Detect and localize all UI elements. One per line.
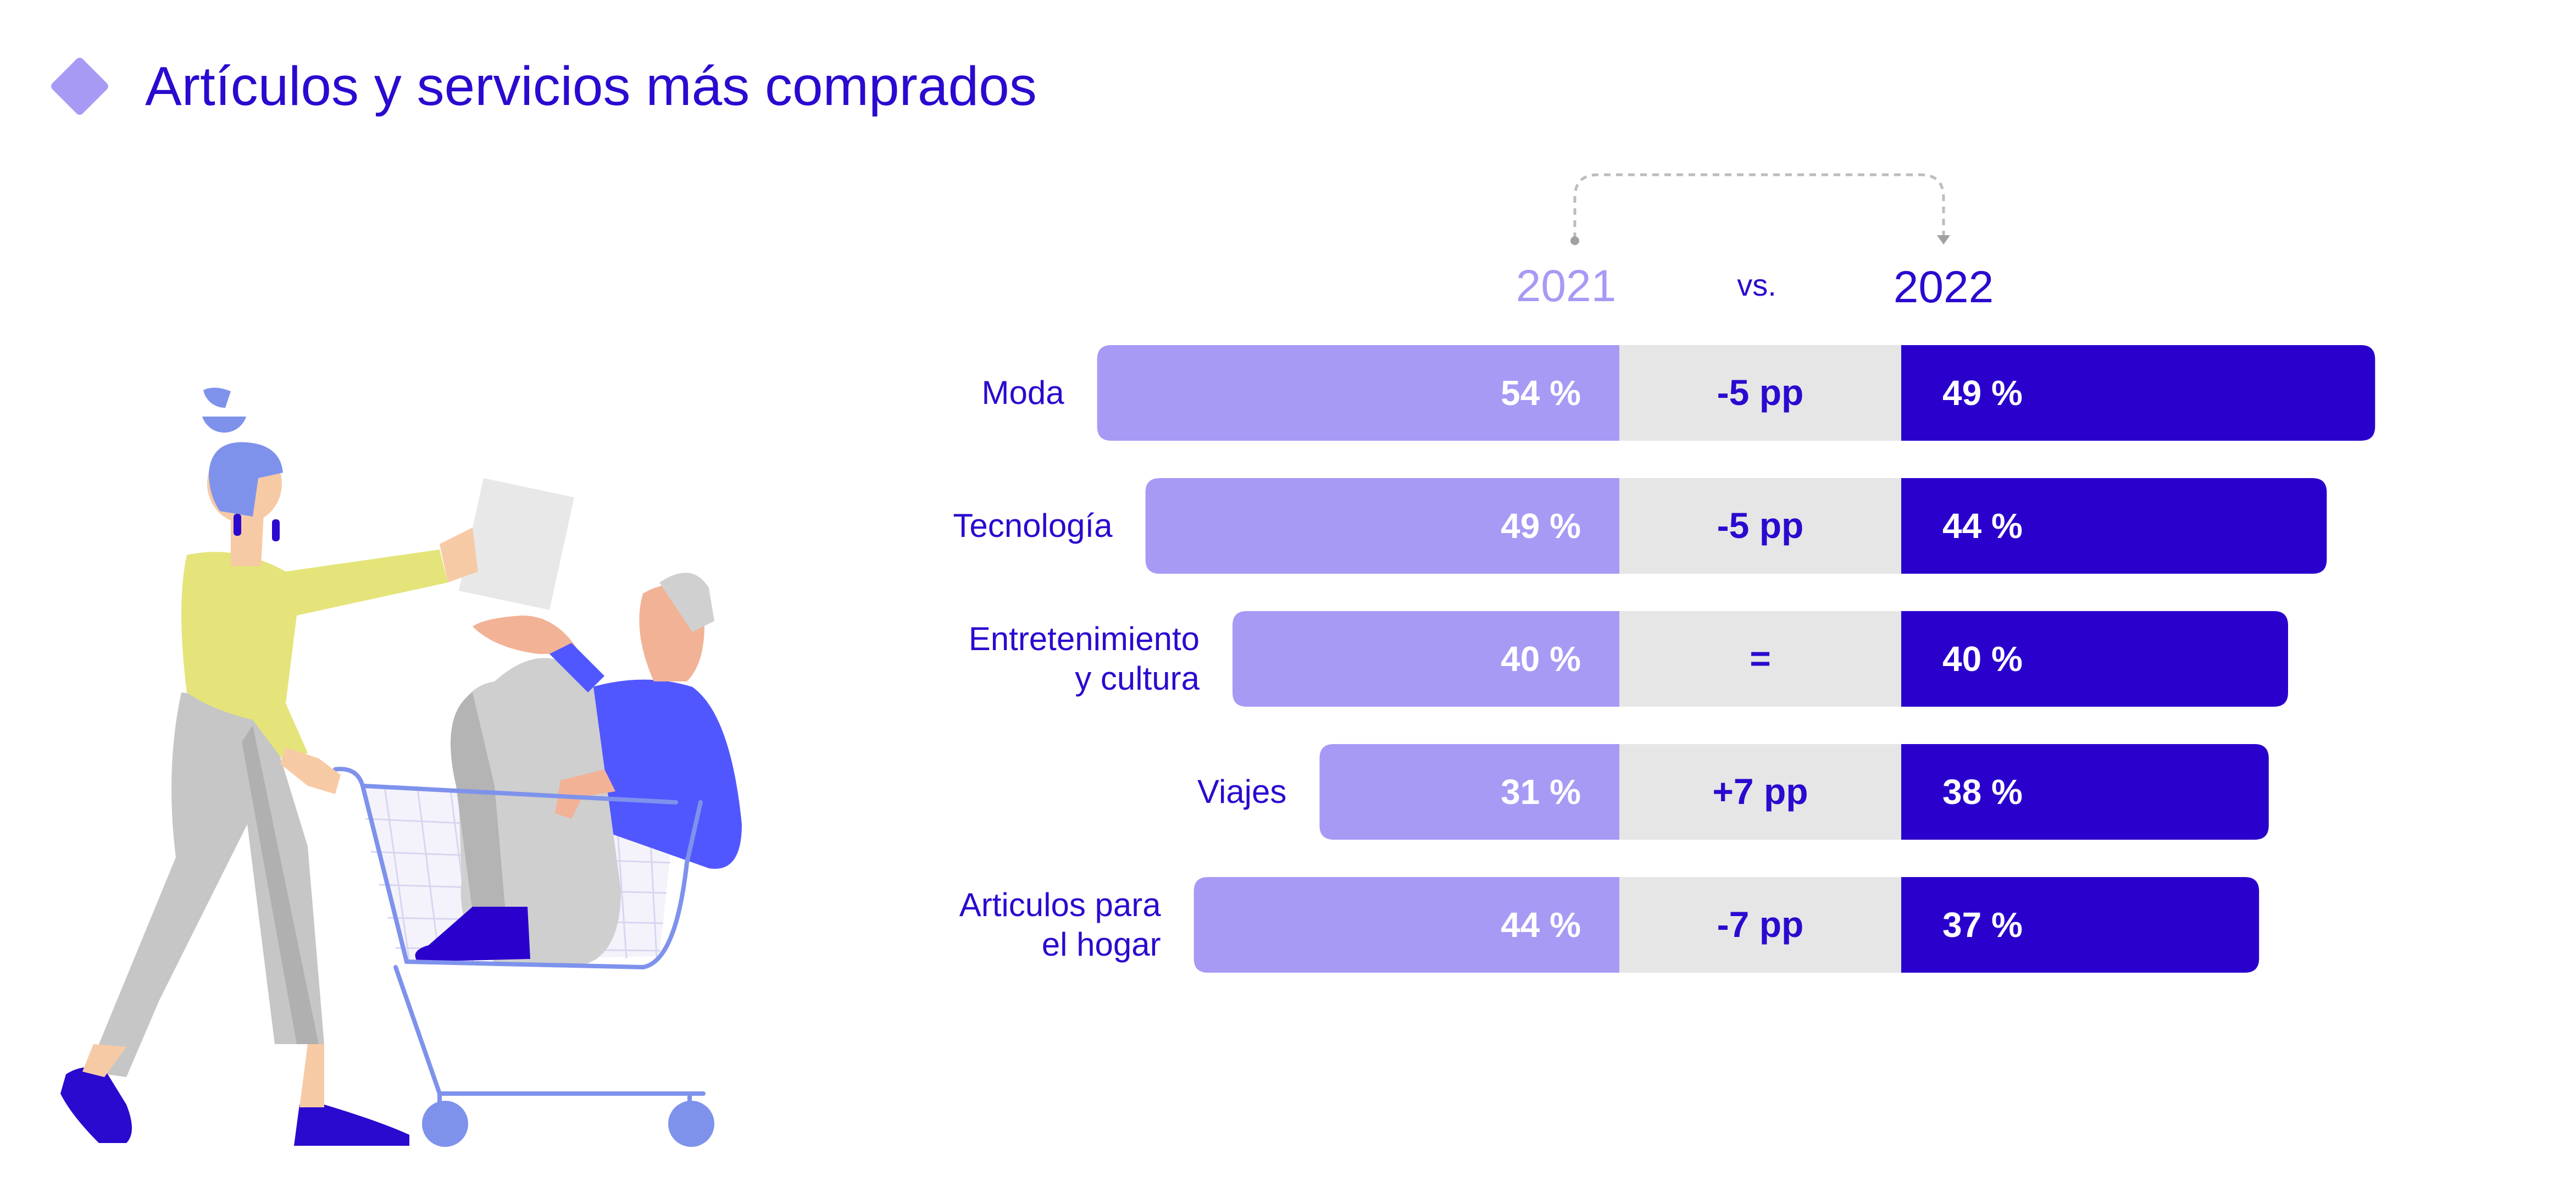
bracket-arrow-icon xyxy=(1937,235,1950,245)
bar-2022 xyxy=(1901,744,2269,840)
bar-2022 xyxy=(1901,611,2288,707)
value-label-2021: 40 % xyxy=(1501,639,1581,679)
comparison-bracket xyxy=(1573,173,1945,239)
diff-cell xyxy=(1619,478,1901,574)
bar-2022 xyxy=(1901,877,2259,973)
value-label-2021: 49 % xyxy=(1501,506,1581,546)
bracket-start-dot xyxy=(1570,236,1579,245)
bar-2022 xyxy=(1901,478,2327,574)
shopping-cart-illustration xyxy=(60,387,742,1147)
category-label: Viajes xyxy=(1197,773,1286,810)
value-label-2022: 38 % xyxy=(1942,772,2023,812)
difference-label: -7 pp xyxy=(1717,904,1804,945)
bar-2021 xyxy=(1097,345,1619,441)
value-label-2022: 49 % xyxy=(1942,373,2023,413)
category-label: Tecnología xyxy=(953,507,1113,544)
cart-wheel-left xyxy=(422,1101,468,1147)
category-label: Articulos para xyxy=(959,886,1161,923)
value-label-2022: 37 % xyxy=(1942,905,2023,945)
value-label-2021: 31 % xyxy=(1501,772,1581,812)
difference-label: -5 pp xyxy=(1717,372,1804,413)
chart-rows: 54 % -5 pp 49 % Moda 49 % -5 pp 44 % Tecnología… xyxy=(953,345,2375,973)
diff-cell xyxy=(1619,744,1901,840)
diff-cell xyxy=(1619,877,1901,973)
page-title: Artículos y servicios más comprados xyxy=(145,55,1037,117)
category-label: Moda xyxy=(982,374,1065,411)
bar-2021 xyxy=(1233,611,1619,707)
diff-cell xyxy=(1619,611,1901,707)
difference-label: -5 pp xyxy=(1717,505,1804,546)
bar-2021 xyxy=(1319,744,1619,840)
bar-2021 xyxy=(1193,877,1619,973)
value-label-2022: 40 % xyxy=(1942,639,2023,679)
value-label-2021: 44 % xyxy=(1501,905,1581,945)
woman-figure xyxy=(60,387,478,1146)
diff-cell xyxy=(1619,345,1901,441)
bar-2022 xyxy=(1901,345,2375,441)
difference-label: +7 pp xyxy=(1712,771,1808,812)
cart-frame xyxy=(333,767,706,1118)
title-bar: Artículos y servicios más comprados xyxy=(49,51,1037,122)
value-label-2021: 54 % xyxy=(1501,373,1581,413)
category-label: el hogar xyxy=(1042,926,1161,963)
seated-man-figure xyxy=(415,573,742,967)
category-label: Entretenimiento xyxy=(969,620,1200,657)
category-label: y cultura xyxy=(1075,660,1200,697)
header-year-2021: 2021 xyxy=(1516,261,1616,311)
paper-sheet xyxy=(459,478,574,610)
difference-label: = xyxy=(1750,638,1771,679)
header-year-2022: 2022 xyxy=(1894,262,1994,312)
header-vs: vs. xyxy=(1737,268,1776,302)
bar-2021 xyxy=(1145,478,1619,574)
cart-wheel-right xyxy=(668,1101,714,1147)
value-label-2022: 44 % xyxy=(1942,506,2023,546)
